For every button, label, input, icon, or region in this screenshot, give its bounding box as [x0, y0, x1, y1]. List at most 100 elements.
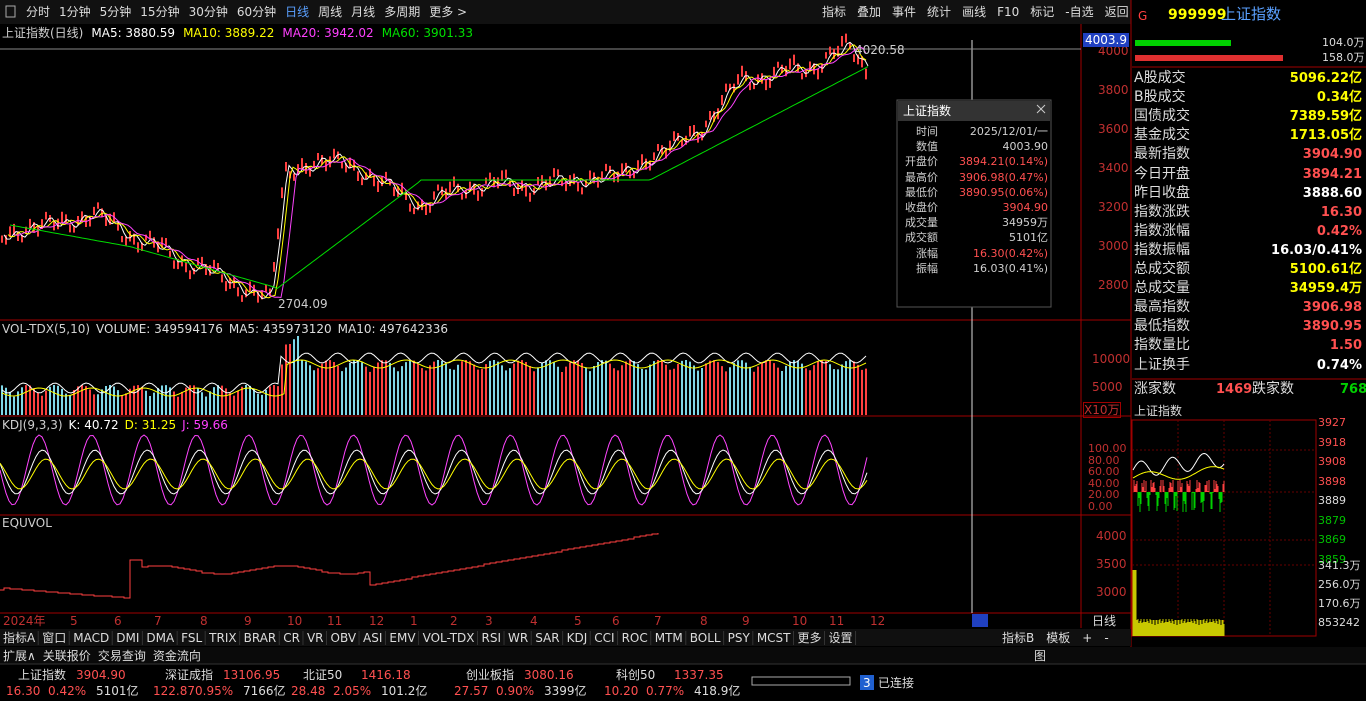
period-tab[interactable]: 1分钟	[59, 5, 91, 19]
period-tab[interactable]: 5分钟	[99, 5, 132, 19]
popup-value: 5101亿	[1009, 231, 1048, 245]
indicator-tab[interactable]: BOLL	[689, 631, 721, 645]
period-tab[interactable]: 周线	[318, 5, 343, 19]
ext-tab[interactable]: 关联报价	[42, 649, 91, 663]
popup-title-bg	[898, 101, 1050, 121]
mini-avg	[1132, 466, 1225, 480]
indicator-tab[interactable]: CR	[283, 631, 300, 645]
toolbar-button[interactable]: 事件	[892, 5, 917, 19]
ext-tab[interactable]: 交易查询	[97, 649, 146, 663]
toolbar-button[interactable]: 指标	[822, 5, 847, 19]
ma20	[13, 46, 867, 299]
indicator-tab[interactable]: 指标B	[1002, 631, 1035, 645]
indicator-tab[interactable]: CCI	[594, 631, 615, 645]
popup-label: 成交量	[905, 216, 938, 230]
ext-tab[interactable]: 资金流向	[152, 649, 201, 663]
ticker-price: 1337.35	[674, 668, 724, 682]
indicator-tab[interactable]: RSI	[481, 631, 502, 645]
popup-label: 成交额	[905, 231, 938, 245]
indicator-tab[interactable]: 更多	[797, 631, 822, 645]
period-tab[interactable]: 15分钟	[140, 5, 180, 19]
toolbar-button[interactable]: 画线	[962, 5, 987, 19]
indicator-tab[interactable]: VOL-TDX	[422, 631, 475, 645]
stat-label: 总成交额	[1134, 261, 1190, 277]
volume-legend: VOL-TDX(5,10)	[2, 322, 91, 336]
indicator-tab[interactable]: MCST	[756, 631, 791, 645]
kdj-legend: D: 31.25	[124, 418, 177, 432]
indicator-tab[interactable]: SAR	[535, 631, 560, 645]
ext-tab[interactable]: 图	[1034, 649, 1047, 663]
indicator-tab[interactable]: 指标A	[3, 631, 36, 645]
ticker-pct: 0.77%	[646, 684, 685, 698]
crosshair-x-tag	[972, 614, 988, 627]
mini-down	[1137, 492, 1223, 512]
toolbar-button[interactable]: -自选	[1065, 5, 1094, 19]
badge-bg	[860, 675, 874, 690]
period-tab[interactable]: 日线	[285, 5, 310, 19]
indicator-tab[interactable]: KDJ	[566, 631, 588, 645]
period-tab[interactable]: 30分钟	[188, 5, 228, 19]
fall-count: 768	[1340, 382, 1366, 397]
ext-tab[interactable]: 扩展∧	[3, 649, 36, 663]
toolbar-button[interactable]: F10	[997, 5, 1020, 19]
stat-value: 3888.60	[1302, 185, 1362, 201]
period-tab[interactable]: 更多 >	[429, 5, 468, 19]
x-axis-label: 2024年	[3, 614, 46, 628]
indicator-tab[interactable]: 设置	[828, 631, 853, 645]
mini-vol-label: 256.0万	[1318, 578, 1361, 591]
x-axis-label: 1	[410, 614, 418, 628]
kdj-j	[0, 434, 868, 506]
ticker-change: 27.57	[454, 684, 489, 698]
period-tab[interactable]: 多周期	[384, 5, 421, 19]
indicator-tab[interactable]: FSL	[181, 631, 203, 645]
indicator-tab[interactable]: DMI	[116, 631, 140, 645]
period-tab[interactable]: 60分钟	[236, 5, 277, 19]
indicator-tab[interactable]: EMV	[389, 631, 416, 645]
indicator-tab[interactable]: TRIX	[209, 631, 237, 645]
toolbar-button[interactable]: 标记	[1030, 5, 1055, 19]
indicator-tab[interactable]: MTM	[654, 631, 683, 645]
indicator-tab[interactable]: -	[1104, 631, 1109, 645]
indicator-tab[interactable]: ASI	[363, 631, 383, 645]
indicator-tab[interactable]: PSY	[727, 631, 750, 645]
popup-value: 34959万	[1002, 216, 1048, 230]
indicator-tab[interactable]: +	[1082, 631, 1093, 645]
toolbar-button[interactable]: 叠加	[857, 5, 882, 19]
kdj-d	[0, 458, 868, 490]
bar-volume: 158.0万	[1322, 51, 1365, 64]
popup-value: 3894.21(0.14%)	[958, 155, 1048, 169]
indicator-tab[interactable]: WR	[508, 631, 529, 645]
price-axis-label: 3200	[1098, 200, 1129, 214]
volume-legend: MA5: 435973120	[228, 322, 332, 336]
indicator-tab[interactable]: DMA	[146, 631, 175, 645]
indicator-tab[interactable]: OBV	[330, 631, 357, 645]
stat-label: A股成交	[1134, 70, 1186, 86]
vol-ma10	[1, 359, 867, 397]
indicator-tab[interactable]: MACD	[73, 631, 110, 645]
quote-code: 999999	[1168, 7, 1227, 23]
popup-label: 开盘价	[905, 155, 938, 169]
popup-close	[1036, 104, 1046, 114]
period-tab[interactable]: 月线	[351, 5, 376, 19]
stat-label: B股成交	[1134, 89, 1186, 106]
toolbar-button[interactable]: 返回	[1104, 5, 1129, 19]
ma-legend: MA20: 3942.02	[282, 26, 374, 40]
indicator-tab[interactable]: 模板	[1046, 631, 1071, 645]
indicator-tab[interactable]: ROC	[621, 631, 648, 645]
mini-axis-label: 3859	[1318, 552, 1346, 566]
ticker-amount: 7166亿	[243, 684, 286, 698]
popup-label: 最高价	[905, 170, 938, 184]
x-axis-label: 7	[154, 614, 162, 628]
indicator-tab[interactable]: BRAR	[243, 631, 277, 645]
toolbar-button[interactable]: 统计	[927, 5, 952, 19]
indicator-tab[interactable]: VR	[306, 631, 324, 645]
high-annotation: 4020.58	[855, 43, 905, 57]
ticker-amount: 3399亿	[544, 684, 587, 698]
indicator-tab[interactable]: 窗口	[42, 631, 67, 645]
period-tab[interactable]: 分时	[26, 5, 51, 19]
ma-legend: MA5: 3880.59	[91, 26, 176, 40]
stat-value: 16.03/0.41%	[1271, 242, 1362, 258]
logo: G	[1138, 9, 1148, 23]
toolbar-bg	[0, 0, 1131, 24]
